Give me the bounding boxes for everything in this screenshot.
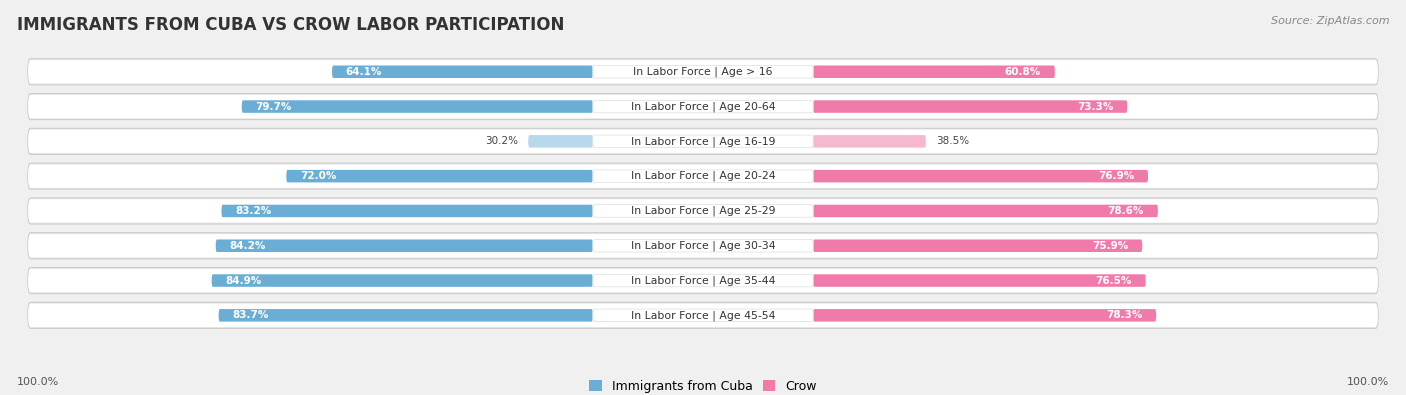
Text: 83.2%: 83.2% [235, 206, 271, 216]
FancyBboxPatch shape [28, 59, 1378, 85]
Text: 60.8%: 60.8% [1005, 67, 1040, 77]
Text: In Labor Force | Age 30-34: In Labor Force | Age 30-34 [631, 241, 775, 251]
Text: 76.9%: 76.9% [1098, 171, 1135, 181]
FancyBboxPatch shape [28, 164, 1378, 188]
FancyBboxPatch shape [218, 309, 593, 322]
Legend: Immigrants from Cuba, Crow: Immigrants from Cuba, Crow [585, 375, 821, 395]
Text: 38.5%: 38.5% [936, 136, 969, 147]
FancyBboxPatch shape [28, 304, 1378, 327]
FancyBboxPatch shape [28, 94, 1378, 120]
FancyBboxPatch shape [28, 163, 1378, 189]
FancyBboxPatch shape [222, 205, 593, 217]
Text: 30.2%: 30.2% [485, 136, 517, 147]
FancyBboxPatch shape [212, 274, 593, 287]
FancyBboxPatch shape [593, 239, 813, 252]
FancyBboxPatch shape [28, 302, 1378, 328]
FancyBboxPatch shape [593, 274, 813, 287]
FancyBboxPatch shape [28, 233, 1378, 259]
Text: In Labor Force | Age 16-19: In Labor Force | Age 16-19 [631, 136, 775, 147]
FancyBboxPatch shape [813, 100, 1128, 113]
FancyBboxPatch shape [28, 267, 1378, 293]
FancyBboxPatch shape [28, 234, 1378, 258]
FancyBboxPatch shape [242, 100, 593, 113]
FancyBboxPatch shape [593, 309, 813, 322]
FancyBboxPatch shape [593, 205, 813, 217]
Text: In Labor Force | Age 25-29: In Labor Force | Age 25-29 [631, 206, 775, 216]
FancyBboxPatch shape [28, 269, 1378, 292]
FancyBboxPatch shape [28, 199, 1378, 223]
Text: 75.9%: 75.9% [1092, 241, 1129, 251]
FancyBboxPatch shape [813, 66, 1054, 78]
FancyBboxPatch shape [813, 274, 1146, 287]
FancyBboxPatch shape [215, 239, 593, 252]
Text: 100.0%: 100.0% [1347, 377, 1389, 387]
FancyBboxPatch shape [593, 135, 813, 148]
Text: 100.0%: 100.0% [17, 377, 59, 387]
Text: 64.1%: 64.1% [346, 67, 382, 77]
FancyBboxPatch shape [28, 128, 1378, 154]
Text: 79.7%: 79.7% [256, 102, 292, 111]
Text: 76.5%: 76.5% [1095, 276, 1132, 286]
Text: 84.2%: 84.2% [229, 241, 266, 251]
FancyBboxPatch shape [813, 309, 1156, 322]
FancyBboxPatch shape [529, 135, 593, 148]
Text: 73.3%: 73.3% [1077, 102, 1114, 111]
FancyBboxPatch shape [28, 60, 1378, 83]
Text: 78.6%: 78.6% [1108, 206, 1144, 216]
FancyBboxPatch shape [593, 170, 813, 182]
FancyBboxPatch shape [813, 239, 1142, 252]
Text: 83.7%: 83.7% [232, 310, 269, 320]
Text: IMMIGRANTS FROM CUBA VS CROW LABOR PARTICIPATION: IMMIGRANTS FROM CUBA VS CROW LABOR PARTI… [17, 16, 564, 34]
Text: In Labor Force | Age 35-44: In Labor Force | Age 35-44 [631, 275, 775, 286]
Text: 78.3%: 78.3% [1107, 310, 1142, 320]
FancyBboxPatch shape [813, 205, 1159, 217]
FancyBboxPatch shape [28, 130, 1378, 153]
FancyBboxPatch shape [813, 170, 1149, 182]
Text: 72.0%: 72.0% [299, 171, 336, 181]
FancyBboxPatch shape [593, 100, 813, 113]
Text: In Labor Force | Age 45-54: In Labor Force | Age 45-54 [631, 310, 775, 321]
Text: Source: ZipAtlas.com: Source: ZipAtlas.com [1271, 16, 1389, 26]
Text: In Labor Force | Age > 16: In Labor Force | Age > 16 [633, 66, 773, 77]
FancyBboxPatch shape [287, 170, 593, 182]
FancyBboxPatch shape [593, 66, 813, 78]
FancyBboxPatch shape [332, 66, 593, 78]
FancyBboxPatch shape [28, 198, 1378, 224]
Text: In Labor Force | Age 20-24: In Labor Force | Age 20-24 [631, 171, 775, 181]
FancyBboxPatch shape [28, 95, 1378, 118]
Text: In Labor Force | Age 20-64: In Labor Force | Age 20-64 [631, 101, 775, 112]
Text: 84.9%: 84.9% [225, 276, 262, 286]
FancyBboxPatch shape [813, 135, 925, 148]
